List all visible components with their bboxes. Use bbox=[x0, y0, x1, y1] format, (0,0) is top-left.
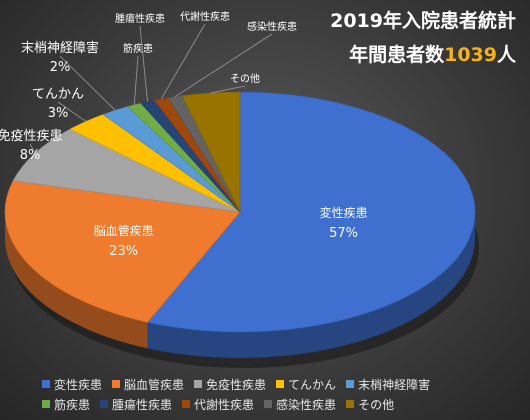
legend-swatch bbox=[42, 380, 50, 388]
label-value-1: 23% bbox=[109, 244, 138, 259]
legend-swatch bbox=[276, 380, 285, 388]
legend-swatch bbox=[182, 400, 191, 408]
label-name-1: 脳血管疾患 bbox=[94, 223, 154, 238]
legend-item: 筋疾患 bbox=[42, 396, 90, 413]
leader-line-6 bbox=[139, 25, 148, 102]
label-name-4: 末梢神経障害 bbox=[21, 40, 99, 56]
chart-subtitle: 年間患者数1039人 bbox=[349, 40, 516, 67]
legend-label: 代謝性疾患 bbox=[194, 397, 255, 412]
legend-swatch bbox=[100, 400, 109, 408]
legend-swatch bbox=[346, 400, 355, 408]
label-name-5: 筋疾患 bbox=[123, 42, 153, 55]
leader-line-8 bbox=[174, 33, 273, 98]
legend-item: 免疫性疾患 bbox=[194, 376, 266, 393]
legend-label: 筋疾患 bbox=[54, 397, 91, 412]
slice-2 bbox=[12, 128, 241, 213]
slice-0 bbox=[146, 91, 476, 333]
label-value-2: 8% bbox=[20, 148, 41, 163]
label-name-2: 免疫性疾患 bbox=[0, 128, 63, 144]
legend: 変性疾患 脳血管疾患 免疫性疾患 てんかん 末梢神経障害筋疾患 腫瘍性疾患 代謝性疾患 感染性… bbox=[42, 374, 512, 414]
leader-line-5 bbox=[133, 55, 139, 105]
label-value-0: 57% bbox=[329, 226, 358, 241]
leader-line-2 bbox=[29, 143, 36, 154]
legend-swatch bbox=[346, 380, 355, 388]
legend-label: 変性疾患 bbox=[54, 377, 103, 392]
label-name-7: 代謝性疾患 bbox=[180, 10, 230, 23]
legend-item: 変性疾患 bbox=[42, 376, 102, 393]
legend-label: 末梢神経障害 bbox=[358, 377, 431, 392]
legend-label: 感染性疾患 bbox=[276, 397, 337, 412]
legend-label: 腫瘍性疾患 bbox=[112, 397, 173, 412]
legend-label: 脳血管疾患 bbox=[124, 377, 185, 392]
legend-swatch bbox=[194, 380, 203, 388]
leader-line-4 bbox=[59, 55, 116, 111]
legend-item: 代謝性疾患 bbox=[182, 396, 254, 413]
chart-title-text: 2019年入院患者統計 bbox=[330, 10, 516, 32]
leader-line-9 bbox=[210, 85, 246, 94]
subtitle-suffix: 人 bbox=[496, 44, 516, 66]
legend-item: 腫瘍性疾患 bbox=[100, 396, 172, 413]
legend-label: 免疫性疾患 bbox=[206, 377, 267, 392]
legend-label: てんかん bbox=[288, 377, 337, 392]
label-name-0: 変性疾患 bbox=[320, 205, 368, 220]
label-name-6: 腫瘍性疾患 bbox=[115, 12, 165, 25]
leader-line-3 bbox=[57, 101, 87, 122]
legend-item: その他 bbox=[346, 396, 394, 413]
slice-side-1 bbox=[5, 212, 148, 349]
label-name-9: その他 bbox=[230, 72, 260, 85]
legend-row: 筋疾患 腫瘍性疾患 代謝性疾患 感染性疾患 その他 bbox=[42, 394, 512, 414]
legend-swatch bbox=[42, 400, 50, 408]
legend-item: 感染性疾患 bbox=[264, 396, 336, 413]
subtitle-prefix: 年間患者数 bbox=[349, 44, 445, 66]
slice-side-0 bbox=[147, 212, 476, 358]
chart-title: 2019年入院患者統計 bbox=[330, 6, 516, 33]
legend-row: 変性疾患 脳血管疾患 免疫性疾患 てんかん 末梢神経障害 bbox=[42, 374, 512, 394]
label-value-3: 3% bbox=[48, 106, 69, 121]
leader-line-7 bbox=[160, 23, 206, 100]
label-value-4: 2% bbox=[50, 60, 71, 75]
legend-item: 末梢神経障害 bbox=[346, 376, 430, 393]
slice-1 bbox=[4, 180, 241, 323]
legend-item: てんかん bbox=[276, 376, 336, 393]
label-name-3: てんかん bbox=[32, 87, 84, 102]
legend-swatch bbox=[112, 380, 121, 388]
legend-label: その他 bbox=[358, 397, 395, 412]
legend-swatch bbox=[264, 400, 273, 408]
label-name-8: 感染性疾患 bbox=[247, 20, 297, 33]
legend-item: 脳血管疾患 bbox=[112, 376, 184, 393]
patient-count: 1039 bbox=[444, 44, 497, 66]
